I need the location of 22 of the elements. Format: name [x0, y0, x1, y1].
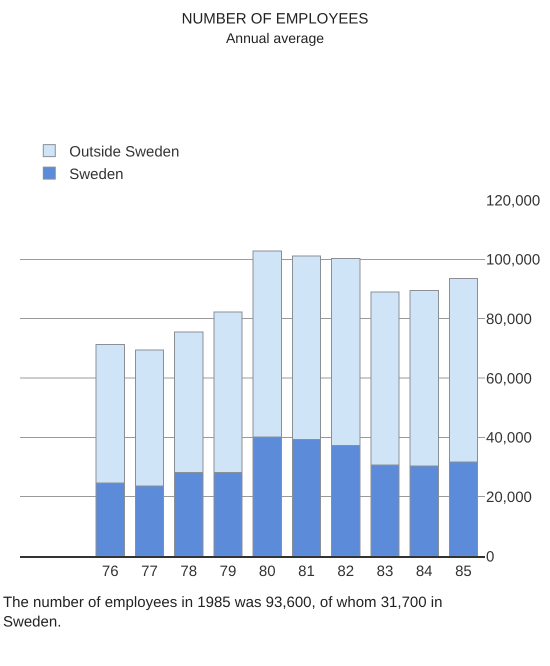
chart-title: NUMBER OF EMPLOYEES	[182, 10, 368, 28]
y-tick-label: 120,000	[486, 192, 540, 210]
x-tick-label: 80	[258, 562, 276, 580]
legend-label: Sweden	[69, 166, 124, 183]
legend-label: Outside Sweden	[69, 143, 180, 160]
y-tick-label: 80,000	[486, 310, 532, 328]
x-tick-label: 85	[455, 562, 472, 580]
y-tick-label: 100,000	[486, 252, 540, 269]
x-tick-label: 82	[337, 562, 354, 580]
x-tick-label: 78	[180, 562, 198, 580]
y-tick-label: 20,000	[486, 488, 532, 506]
y-tick-label: 60,000	[486, 370, 532, 388]
x-tick-label: 77	[141, 562, 158, 580]
text: The number of employees in 1985 was 93,600, of whom 31,700 in Sweden.	[3, 594, 442, 630]
y-tick-label: 40,000	[486, 430, 532, 447]
x-tick-label: 76	[102, 562, 119, 580]
y-tick-label: 0	[486, 548, 494, 566]
x-tick-label: 84	[416, 562, 433, 580]
x-tick-label: 79	[220, 562, 236, 580]
x-tick-label: 81	[298, 562, 315, 580]
x-tick-label: 83	[376, 562, 394, 580]
chart-subtitle: Annual average	[226, 30, 324, 46]
